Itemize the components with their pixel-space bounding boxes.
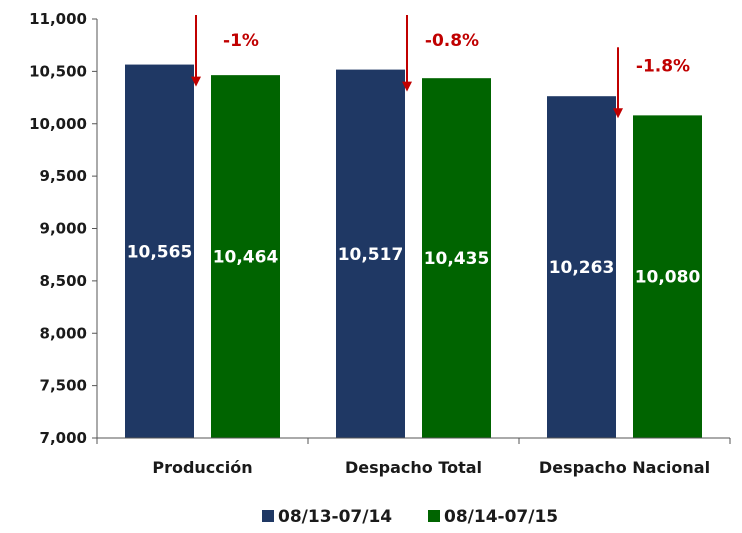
legend-label: 08/14-07/15 (444, 507, 558, 527)
bar (125, 64, 194, 438)
y-tick-label: 8,500 (40, 272, 87, 290)
bar (633, 115, 702, 439)
y-tick-label: 7,000 (40, 429, 87, 447)
bar-value-label: 10,263 (549, 258, 615, 278)
bar-value-label: 10,435 (424, 249, 490, 269)
change-arrowhead (191, 76, 201, 87)
y-tick-label: 10,000 (29, 115, 87, 133)
x-category-label: Despacho Total (345, 458, 482, 477)
legend-swatch (428, 510, 440, 522)
change-label: -0.8% (425, 31, 479, 51)
bar (422, 78, 491, 438)
y-tick-label: 7,500 (40, 377, 87, 395)
bar-value-label: 10,464 (213, 248, 279, 268)
change-arrowhead (613, 108, 623, 119)
bar-value-label: 10,565 (127, 242, 193, 262)
y-tick-label: 9,000 (40, 220, 87, 238)
axes (96, 19, 731, 444)
legend-label: 08/13-07/14 (278, 507, 392, 527)
change-annotations: -1% -0.8% -1.8% (191, 15, 690, 119)
bar (211, 75, 280, 439)
bar-value-label: 10,080 (635, 268, 701, 288)
change-label: -1% (223, 31, 259, 51)
change-label: -1.8% (636, 56, 690, 76)
legend-swatch (262, 510, 274, 522)
bar (547, 96, 616, 439)
x-category-label: Producción (152, 458, 252, 477)
y-axis-ticks: 7,000 7,500 8,000 8,500 9,000 9,500 10,000 10,5… (29, 10, 97, 447)
x-category-label: Despacho Nacional (539, 458, 710, 477)
bar (336, 69, 405, 439)
x-axis-labels: Producción Despacho Total Despacho Naciona… (152, 458, 710, 477)
y-tick-label: 9,500 (40, 167, 87, 185)
legend: 08/13-07/14 08/14-07/15 (262, 507, 558, 527)
y-tick-label: 8,000 (40, 324, 87, 342)
bars: 10,565 10,464 10,517 10,435 10,263 10,080 (125, 64, 702, 439)
y-tick-label: 11,000 (29, 10, 87, 28)
y-tick-label: 10,500 (29, 62, 87, 80)
change-arrowhead (402, 81, 412, 92)
bar-value-label: 10,517 (338, 245, 404, 265)
